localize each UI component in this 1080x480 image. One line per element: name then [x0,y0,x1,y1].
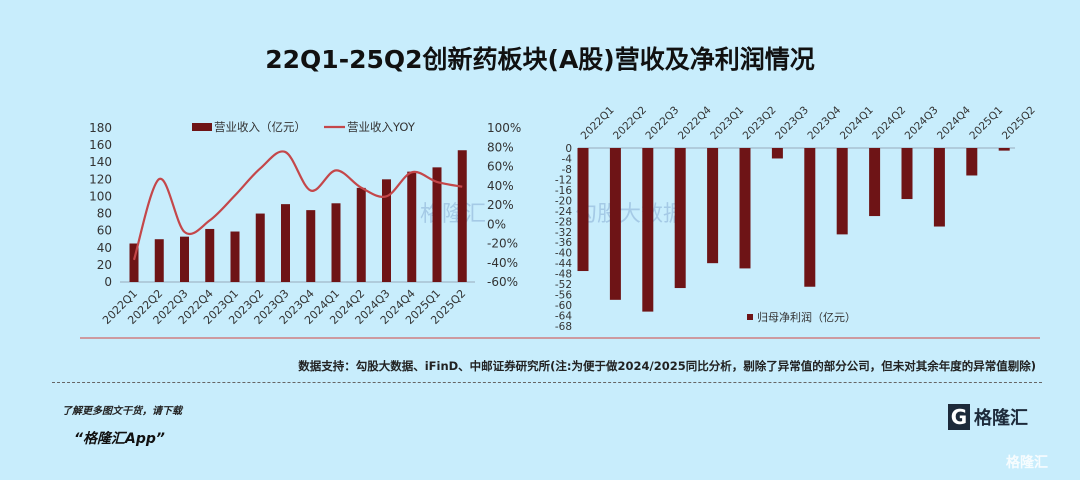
right-y-tick: 80% [487,140,514,154]
left-y-tick: 160 [89,138,112,152]
net-profit-bar [901,148,913,200]
right-chart-y-tick: -36 [555,237,572,249]
left-y-tick: 100 [89,189,112,203]
right-chart-y-tick: 0 [565,143,572,155]
legend-profit-label: 归母净利润（亿元） [757,310,856,324]
right-chart-y-tick: -16 [555,185,572,197]
right-chart-y-tick: -52 [555,279,572,291]
revenue-bar [154,239,164,282]
logo-text: 格隆汇 [974,408,1028,429]
right-chart-x-tick: 2022Q2 [611,104,649,142]
left-y-tick: 80 [97,207,112,221]
legend-profit-swatch [747,314,753,320]
revenue-bar [331,203,341,282]
right-chart-x-tick: 2024Q1 [838,104,876,142]
revenue-bar [230,231,240,282]
brand-logo: G 格隆汇 [948,404,1028,430]
right-chart-y-tick: -12 [555,174,572,186]
right-chart-x-tick: 2023Q4 [805,104,843,142]
net-profit-bar [836,148,848,235]
right-chart-x-tick: 2022Q1 [579,104,617,142]
revenue-bar [382,179,391,282]
left-y-tick: 120 [89,172,112,186]
revenue-bar [356,187,366,282]
right-chart-y-tick: -60 [555,300,572,312]
legend-yoy-label: 营业收入YOY [347,120,416,134]
right-chart-x-tick: 2025Q2 [1000,104,1038,142]
right-chart-y-tick: -28 [555,216,572,228]
left-y-tick: 0 [104,275,112,289]
right-chart-y-tick: -64 [555,311,572,323]
right-chart-y-tick: -24 [555,206,572,218]
divider [52,382,1042,383]
left-y-tick: 140 [89,155,112,169]
right-chart-y-tick: -40 [555,248,572,260]
net-profit-bar [869,148,881,217]
right-chart-x-tick: 2023Q3 [773,104,811,142]
revenue-bar [205,228,215,282]
right-chart-x-tick: 2023Q2 [741,104,779,142]
right-y-tick: 0% [487,217,506,231]
left-y-tick: 60 [97,224,112,238]
app-name: “格隆汇App” [74,431,165,447]
left-y-tick: 20 [97,258,112,272]
net-profit-bar [804,148,816,287]
right-chart-y-tick: -8 [562,164,572,176]
right-chart-x-tick: 2022Q4 [676,104,714,142]
corner-watermark: 格隆汇 [1006,455,1048,471]
right-y-tick: 100% [487,121,521,135]
right-chart-x-tick: 2025Q1 [967,104,1005,142]
legend-revenue-swatch [192,123,212,131]
revenue-bar [432,167,442,282]
yoy-line [132,150,463,261]
right-chart-x-tick: 2024Q4 [935,104,973,142]
net-profit-bar [998,148,1010,151]
right-y-tick: 60% [487,160,514,174]
revenue-bar [180,236,189,282]
watermark-right: 勾股大数据 [575,202,686,227]
page-title: 22Q1-25Q2创新药板块(A股)营收及净利润情况 [265,45,815,74]
legend-revenue-label: 营业收入（亿元） [214,120,306,134]
right-chart-y-tick: -20 [555,195,572,207]
net-profit-bar [674,148,686,289]
revenue-bar [407,171,417,282]
right-chart-y-tick: -48 [555,269,572,281]
net-profit-bar [707,148,719,264]
left-y-tick: 40 [97,241,112,255]
revenue-bar [281,204,290,282]
watermark-left: 格隆汇 [420,202,487,227]
right-chart-y-tick: -4 [562,153,573,165]
right-y-tick: 20% [487,198,514,212]
revenue-bar [457,150,467,282]
right-y-tick: -60% [487,275,518,289]
right-chart-y-tick: -32 [555,227,572,239]
right-y-tick: 40% [487,179,514,193]
net-profit-bar [642,148,654,312]
net-profit-bar [577,148,589,272]
right-chart-y-tick: -56 [555,290,572,302]
right-y-tick: -40% [487,256,518,270]
revenue-bar [306,210,316,282]
source-note: 数据支持：勾股大数据、iFinD、中邮证券研究所(注:为便于做2024/2025… [298,359,1036,373]
net-profit-bar [739,148,751,269]
right-y-tick: -20% [487,237,518,251]
right-chart-y-tick: -44 [555,258,572,270]
net-profit-bar [933,148,945,227]
net-profit-bar [609,148,621,300]
net-profit-bar [966,148,978,176]
right-chart-x-tick: 2024Q3 [903,104,941,142]
download-prompt: 了解更多图文干货，请下载 [62,406,182,417]
right-chart-x-tick: 2023Q1 [708,104,746,142]
net-profit-bar [771,148,783,159]
revenue-bar [255,213,265,282]
left-y-tick: 180 [89,121,112,135]
revenue-bar [129,243,139,282]
right-chart-x-tick: 2024Q2 [870,104,908,142]
right-chart-x-tick: 2022Q3 [643,104,681,142]
right-chart-y-tick: -68 [555,321,572,333]
logo-g-icon: G [948,404,970,430]
